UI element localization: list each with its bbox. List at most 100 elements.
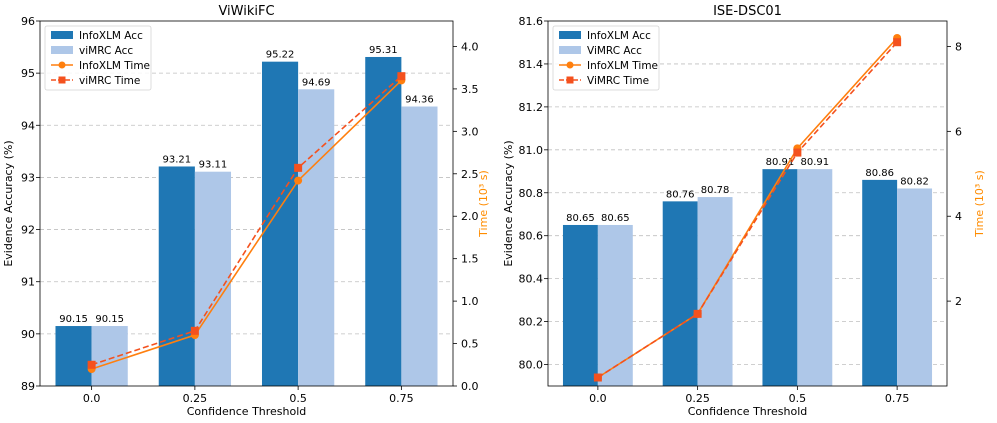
bar-value-label: 93.11 [199,160,228,171]
bar [597,224,633,386]
bar [897,188,933,386]
bar [261,61,299,387]
legend-label: InfoXLM Acc [587,30,651,42]
y-tick-label: 81.6 [519,15,544,28]
legend-swatch [559,46,581,54]
bar-value-label: 80.86 [865,168,894,179]
legend-label: ViMRC Acc [587,45,642,57]
bar-value-label: 93.21 [162,154,191,165]
y-tick-label: 80.4 [519,273,544,286]
bar-value-label: 80.76 [666,189,695,200]
bar-value-label: 80.78 [701,185,730,196]
legend-marker [566,61,574,69]
series-marker [190,326,199,335]
bar-value-label: 80.65 [601,213,630,224]
x-tick-label: 0.5 [289,392,307,405]
x-tick-label: 0.75 [389,392,414,405]
x-tick-label: 0.25 [183,392,208,405]
y2-tick-label: 6 [955,125,962,138]
series-line [597,41,898,379]
plot-frame [547,20,948,387]
y-tick-label: 80.6 [519,230,544,243]
y-tick-label: 93 [21,171,35,184]
x-tick-label: 0.5 [789,392,807,405]
bar [762,169,798,386]
bar [401,106,438,386]
legend-swatch [559,31,581,39]
series-line [91,79,402,370]
y2-tick-label: 4.0 [461,40,479,53]
series-marker [294,176,303,185]
plot-frame [39,20,454,387]
legend-label: InfoXLM Time [587,60,658,72]
chart-panel-1: 90.15 93.21 95.22 95.31 90.15 93.11 94.69 94.36… [2,4,490,418]
y2-tick-label: 2.5 [461,168,479,181]
y-tick-label: 96 [21,15,35,28]
series-marker [893,38,902,47]
x-tick-label: 0.0 [83,392,101,405]
y2-tick-label: 2 [955,295,962,308]
y-tick-label: 80.8 [519,187,544,200]
y2-axis-label: Time (10³ s) [477,170,490,238]
series-marker [693,309,702,318]
bar [697,197,733,386]
bar [298,89,335,387]
y-tick-label: 94 [21,119,35,132]
series-marker [397,72,406,81]
x-axis-label: Confidence Threshold [187,405,307,418]
legend-label: InfoXLM Time [79,60,150,72]
legend-swatch [51,46,73,54]
y-tick-label: 95 [21,67,35,80]
bar-value-label: 80.65 [566,213,595,224]
y2-tick-label: 1.5 [461,253,479,266]
y-tick-label: 92 [21,224,35,237]
y-tick-label: 81.2 [519,101,544,114]
series-line [91,75,402,366]
series-marker [593,373,602,382]
chart-title: ViWikiFC [218,4,274,19]
bar [797,169,833,386]
y2-tick-label: 4 [955,210,962,223]
y-axis-label: Evidence Accuracy (%) [502,140,515,266]
y-tick-label: 81.0 [519,144,544,157]
bar-value-label: 95.22 [266,50,295,61]
legend-label: viMRC Acc [79,45,133,57]
bar [662,201,698,386]
y-tick-label: 80.2 [519,316,544,329]
series-marker [793,148,802,157]
bar-value-label: 90.15 [59,314,88,325]
legend-marker [58,61,66,69]
y2-tick-label: 3.0 [461,125,479,138]
legend-marker [58,76,66,84]
legend-marker [566,76,574,84]
y-tick-label: 80.0 [519,359,544,372]
y2-tick-label: 2.0 [461,210,479,223]
bar-value-label: 90.15 [95,314,124,325]
bar [55,326,92,386]
y-tick-label: 81.4 [519,58,544,71]
bar-value-label: 80.82 [900,176,929,187]
bar [194,171,232,386]
y2-tick-label: 3.5 [461,83,479,96]
bar-value-label: 95.31 [369,45,398,56]
y-tick-label: 91 [21,276,35,289]
bar-value-label: 80.91 [766,157,795,168]
bar-value-label: 94.69 [302,77,331,88]
bar [158,166,195,386]
y2-tick-label: 8 [955,40,962,53]
legend-box [552,25,660,91]
y2-tick-label: 0.0 [461,380,479,393]
y2-tick-label: 1.0 [461,295,479,308]
series-marker [87,360,96,369]
legend-label: viMRC Time [79,75,140,87]
bar-value-label: 80.91 [801,157,830,168]
bar [862,179,898,386]
y-axis-label: Evidence Accuracy (%) [2,140,15,266]
y-tick-label: 90 [21,328,35,341]
bar [562,224,598,386]
chart-panel-2: 80.6580.7680.9180.8680.6580.7880.9180.82… [502,4,986,418]
x-tick-label: 0.25 [685,392,710,405]
x-axis-label: Confidence Threshold [688,405,808,418]
legend-box [44,25,152,91]
